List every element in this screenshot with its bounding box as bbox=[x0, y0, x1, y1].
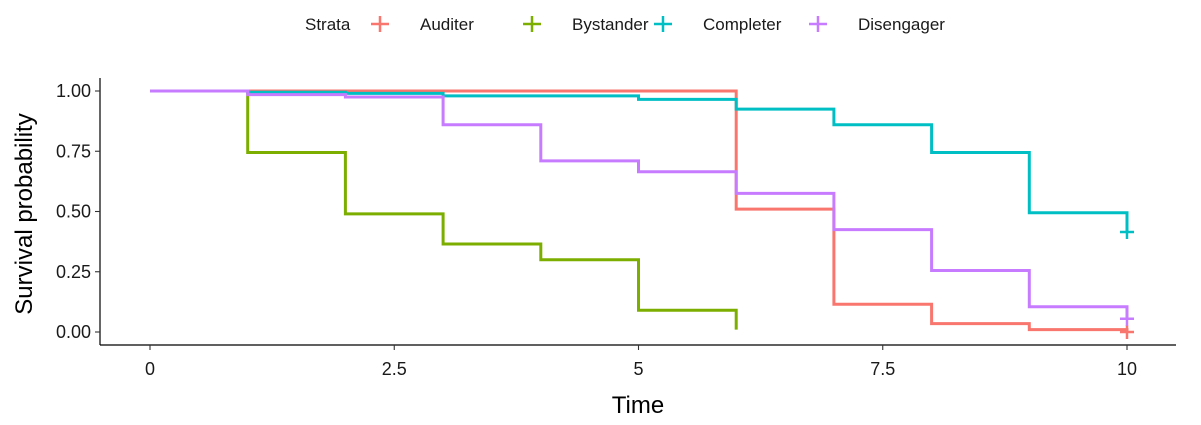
axes: 0.00 0.25 0.50 0.75 1.00 0 2.5 5 7.5 10 bbox=[56, 78, 1176, 379]
legend-item-bystander: Bystander bbox=[523, 15, 649, 34]
legend-item-completer: Completer bbox=[654, 15, 782, 34]
series-line-completer bbox=[150, 89, 1129, 232]
legend-label-bystander: Bystander bbox=[572, 15, 649, 34]
censor-mark-disengager bbox=[1120, 311, 1134, 326]
legend-item-auditer: Auditer bbox=[371, 15, 474, 34]
censor-mark-auditer bbox=[1120, 325, 1134, 339]
y-tick-label: 0.00 bbox=[56, 322, 91, 342]
legend-item-disengager: Disengager bbox=[809, 15, 945, 34]
x-tick-label: 5 bbox=[633, 359, 643, 379]
y-tick-label: 0.75 bbox=[56, 141, 91, 161]
y-tick-label: 1.00 bbox=[56, 81, 91, 101]
legend-key-completer bbox=[654, 16, 672, 32]
series-line-disengager bbox=[150, 89, 1129, 319]
y-tick-label: 0.50 bbox=[56, 202, 91, 222]
series-bystander bbox=[150, 89, 738, 330]
x-tick-label: 2.5 bbox=[382, 359, 407, 379]
series-completer bbox=[150, 89, 1134, 239]
x-tick-label: 0 bbox=[145, 359, 155, 379]
y-axis-title: Survival probability bbox=[11, 113, 38, 314]
legend-key-bystander bbox=[523, 16, 541, 32]
legend-key-auditer bbox=[371, 16, 389, 32]
legend-label-completer: Completer bbox=[703, 15, 782, 34]
series-line-bystander bbox=[150, 89, 738, 330]
legend-label-disengager: Disengager bbox=[858, 15, 945, 34]
legend-title: Strata bbox=[305, 15, 351, 34]
series-line-auditer bbox=[150, 89, 1129, 332]
legend: Strata Auditer Bystander Completer Disengag… bbox=[305, 15, 945, 34]
censor-mark-completer bbox=[1120, 224, 1134, 239]
x-tick-label: 10 bbox=[1117, 359, 1137, 379]
legend-key-disengager bbox=[809, 16, 827, 32]
series-auditer bbox=[150, 89, 1134, 339]
y-tick-label: 0.25 bbox=[56, 262, 91, 282]
x-tick-label: 7.5 bbox=[870, 359, 895, 379]
x-axis-title: Time bbox=[612, 392, 664, 419]
plot-area bbox=[150, 89, 1134, 339]
legend-label-auditer: Auditer bbox=[420, 15, 474, 34]
series-disengager bbox=[150, 89, 1134, 326]
